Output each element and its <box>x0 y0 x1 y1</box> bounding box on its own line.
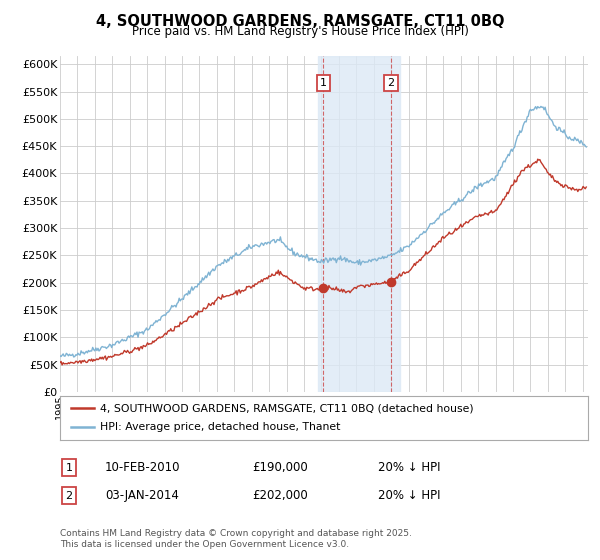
Text: 20% ↓ HPI: 20% ↓ HPI <box>378 489 440 502</box>
Text: 1: 1 <box>320 78 326 88</box>
Text: 03-JAN-2014: 03-JAN-2014 <box>105 489 179 502</box>
Text: 10-FEB-2010: 10-FEB-2010 <box>105 461 181 474</box>
Text: 2: 2 <box>388 78 395 88</box>
Text: £202,000: £202,000 <box>252 489 308 502</box>
Text: 20% ↓ HPI: 20% ↓ HPI <box>378 461 440 474</box>
Text: 2: 2 <box>65 491 73 501</box>
Text: 4, SOUTHWOOD GARDENS, RAMSGATE, CT11 0BQ: 4, SOUTHWOOD GARDENS, RAMSGATE, CT11 0BQ <box>96 14 504 29</box>
Text: Contains HM Land Registry data © Crown copyright and database right 2025.
This d: Contains HM Land Registry data © Crown c… <box>60 529 412 549</box>
Text: HPI: Average price, detached house, Thanet: HPI: Average price, detached house, Than… <box>100 422 340 432</box>
Text: 1: 1 <box>65 463 73 473</box>
Text: 4, SOUTHWOOD GARDENS, RAMSGATE, CT11 0BQ (detached house): 4, SOUTHWOOD GARDENS, RAMSGATE, CT11 0BQ… <box>100 403 473 413</box>
Text: Price paid vs. HM Land Registry's House Price Index (HPI): Price paid vs. HM Land Registry's House … <box>131 25 469 38</box>
Bar <box>318 56 400 392</box>
Text: £190,000: £190,000 <box>252 461 308 474</box>
